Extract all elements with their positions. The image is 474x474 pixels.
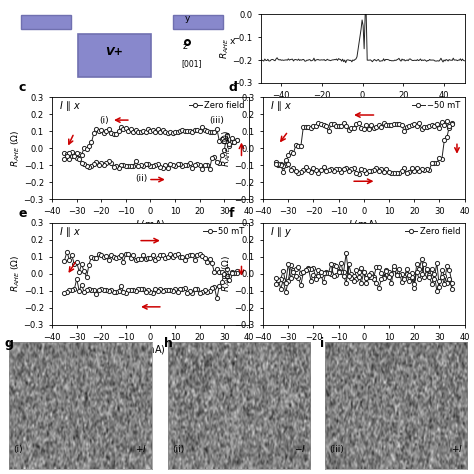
Text: y: y [185,14,190,23]
Text: (i): (i) [99,117,109,126]
Y-axis label: $R_{AHE}$ (Ω): $R_{AHE}$ (Ω) [220,255,233,292]
Text: i: i [320,337,324,350]
Text: e: e [18,207,27,220]
Text: h: h [164,337,173,350]
Text: I ∥ x: I ∥ x [271,101,291,111]
X-axis label: $I$ (mA): $I$ (mA) [348,343,379,356]
Text: +$I$: +$I$ [451,443,463,454]
Text: +$I$: +$I$ [136,443,147,454]
Text: f: f [229,207,234,220]
Text: I ∥ x: I ∥ x [60,101,80,111]
X-axis label: $\mu_0 H$ (mT): $\mu_0 H$ (mT) [341,101,384,115]
X-axis label: $I$ (mA): $I$ (mA) [135,218,166,231]
Text: z: z [182,42,187,51]
Legend: Zero field: Zero field [186,98,248,114]
Text: (ii): (ii) [136,174,148,183]
Text: (ii): (ii) [173,445,185,454]
Y-axis label: $R_{AHE}$ (Ω): $R_{AHE}$ (Ω) [220,129,233,167]
Y-axis label: $R_{AHE}$: $R_{AHE}$ [218,38,231,59]
Text: V+: V+ [105,47,123,57]
Text: c: c [18,81,26,94]
Legend: 50 mT: 50 mT [200,224,248,239]
Text: (iii): (iii) [329,445,344,454]
X-axis label: $I$ (mA): $I$ (mA) [348,218,379,231]
Text: I ∥ x: I ∥ x [60,227,80,237]
Y-axis label: $R_{AHE}$ (Ω): $R_{AHE}$ (Ω) [9,255,22,292]
X-axis label: $I$ (mA): $I$ (mA) [135,343,166,356]
Legend: −50 mT: −50 mT [409,98,464,114]
Legend: Zero field: Zero field [401,224,464,239]
Y-axis label: $R_{AHE}$ (Ω): $R_{AHE}$ (Ω) [9,129,22,167]
Text: g: g [5,337,14,350]
Text: [001]: [001] [181,60,202,69]
Text: I ∥ y: I ∥ y [271,227,291,237]
Text: $-I$: $-I$ [294,443,306,454]
Text: x: x [230,37,236,46]
Text: (i): (i) [14,445,23,454]
Text: (iii): (iii) [210,116,224,125]
Text: d: d [229,81,237,94]
